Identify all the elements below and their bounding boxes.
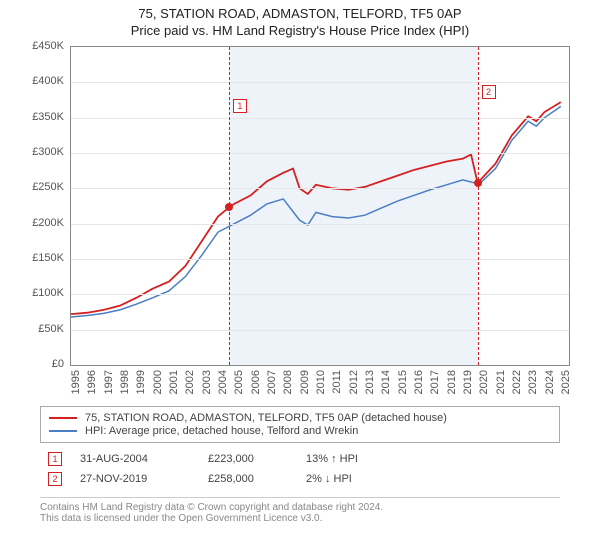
x-tick-label: 2003 [201,370,213,394]
x-tick-label: 2006 [250,370,262,394]
y-tick-label: £100K [20,287,64,299]
transaction-pct: 2% ↓ HPI [306,473,396,485]
marker-box: 1 [233,99,247,113]
legend-row-1: 75, STATION ROAD, ADMASTON, TELFORD, TF5… [49,412,551,424]
transaction-marker: 2 [48,472,62,486]
x-tick-label: 2001 [168,370,180,394]
footer-line2: This data is licensed under the Open Gov… [40,513,560,524]
y-tick-label: £300K [20,146,64,158]
footer: Contains HM Land Registry data © Crown c… [40,497,560,524]
legend-swatch-2 [49,430,77,432]
marker-dot [225,203,233,211]
y-tick-label: £400K [20,75,64,87]
legend-label-1: 75, STATION ROAD, ADMASTON, TELFORD, TF5… [85,412,447,424]
x-tick-label: 1998 [119,370,131,394]
x-tick-label: 2002 [184,370,196,394]
gridline [71,294,569,295]
marker-box: 2 [482,85,496,99]
x-tick-label: 2010 [315,370,327,394]
chart-titles: 75, STATION ROAD, ADMASTON, TELFORD, TF5… [0,0,600,38]
series-price_paid [71,102,561,314]
transaction-date: 31-AUG-2004 [80,453,190,465]
gridline [71,330,569,331]
x-tick-label: 2023 [527,370,539,394]
chart-container: 12 £0£50K£100K£150K£200K£250K£300K£350K£… [20,42,580,402]
x-tick-label: 2004 [217,370,229,394]
gridline [71,259,569,260]
y-tick-label: £350K [20,111,64,123]
dashed-vline [478,47,479,365]
y-tick-label: £150K [20,252,64,264]
transaction-row: 2 27-NOV-2019 £258,000 2% ↓ HPI [40,469,560,489]
transaction-pct: 13% ↑ HPI [306,453,396,465]
x-tick-label: 2015 [397,370,409,394]
x-tick-label: 1995 [70,370,82,394]
x-tick-label: 2013 [364,370,376,394]
x-tick-label: 1999 [135,370,147,394]
legend-swatch-1 [49,417,77,419]
footer-line1: Contains HM Land Registry data © Crown c… [40,502,560,513]
y-tick-label: £450K [20,40,64,52]
legend-box: 75, STATION ROAD, ADMASTON, TELFORD, TF5… [40,406,560,443]
x-tick-label: 2017 [429,370,441,394]
title-line2: Price paid vs. HM Land Registry's House … [0,23,600,38]
x-tick-label: 2025 [560,370,572,394]
gridline [71,224,569,225]
legend-row-2: HPI: Average price, detached house, Telf… [49,425,551,437]
y-tick-label: £50K [20,323,64,335]
y-tick-label: £250K [20,181,64,193]
transaction-marker: 1 [48,452,62,466]
marker-dot [474,179,482,187]
x-tick-label: 2016 [413,370,425,394]
x-tick-label: 2012 [348,370,360,394]
series-hpi [71,106,561,317]
transaction-price: £258,000 [208,473,288,485]
x-tick-label: 2005 [233,370,245,394]
x-tick-label: 2018 [446,370,458,394]
y-tick-label: £200K [20,217,64,229]
transaction-row: 1 31-AUG-2004 £223,000 13% ↑ HPI [40,449,560,469]
transactions-table: 1 31-AUG-2004 £223,000 13% ↑ HPI 2 27-NOV-201… [40,449,560,489]
x-tick-label: 2011 [331,370,343,394]
x-tick-label: 2008 [282,370,294,394]
x-tick-label: 2014 [380,370,392,394]
x-tick-label: 2000 [152,370,164,394]
x-tick-label: 2007 [266,370,278,394]
x-tick-label: 1996 [86,370,98,394]
x-tick-label: 2024 [544,370,556,394]
y-tick-label: £0 [20,358,64,370]
x-tick-label: 2009 [299,370,311,394]
x-tick-label: 1997 [103,370,115,394]
transaction-date: 27-NOV-2019 [80,473,190,485]
x-tick-label: 2020 [478,370,490,394]
title-line1: 75, STATION ROAD, ADMASTON, TELFORD, TF5… [0,6,600,21]
plot-area: 12 [70,46,570,366]
transaction-price: £223,000 [208,453,288,465]
gridline [71,188,569,189]
gridline [71,118,569,119]
gridline [71,82,569,83]
x-tick-label: 2019 [462,370,474,394]
legend-label-2: HPI: Average price, detached house, Telf… [85,425,358,437]
gridline [71,153,569,154]
x-tick-label: 2022 [511,370,523,394]
x-tick-label: 2021 [495,370,507,394]
